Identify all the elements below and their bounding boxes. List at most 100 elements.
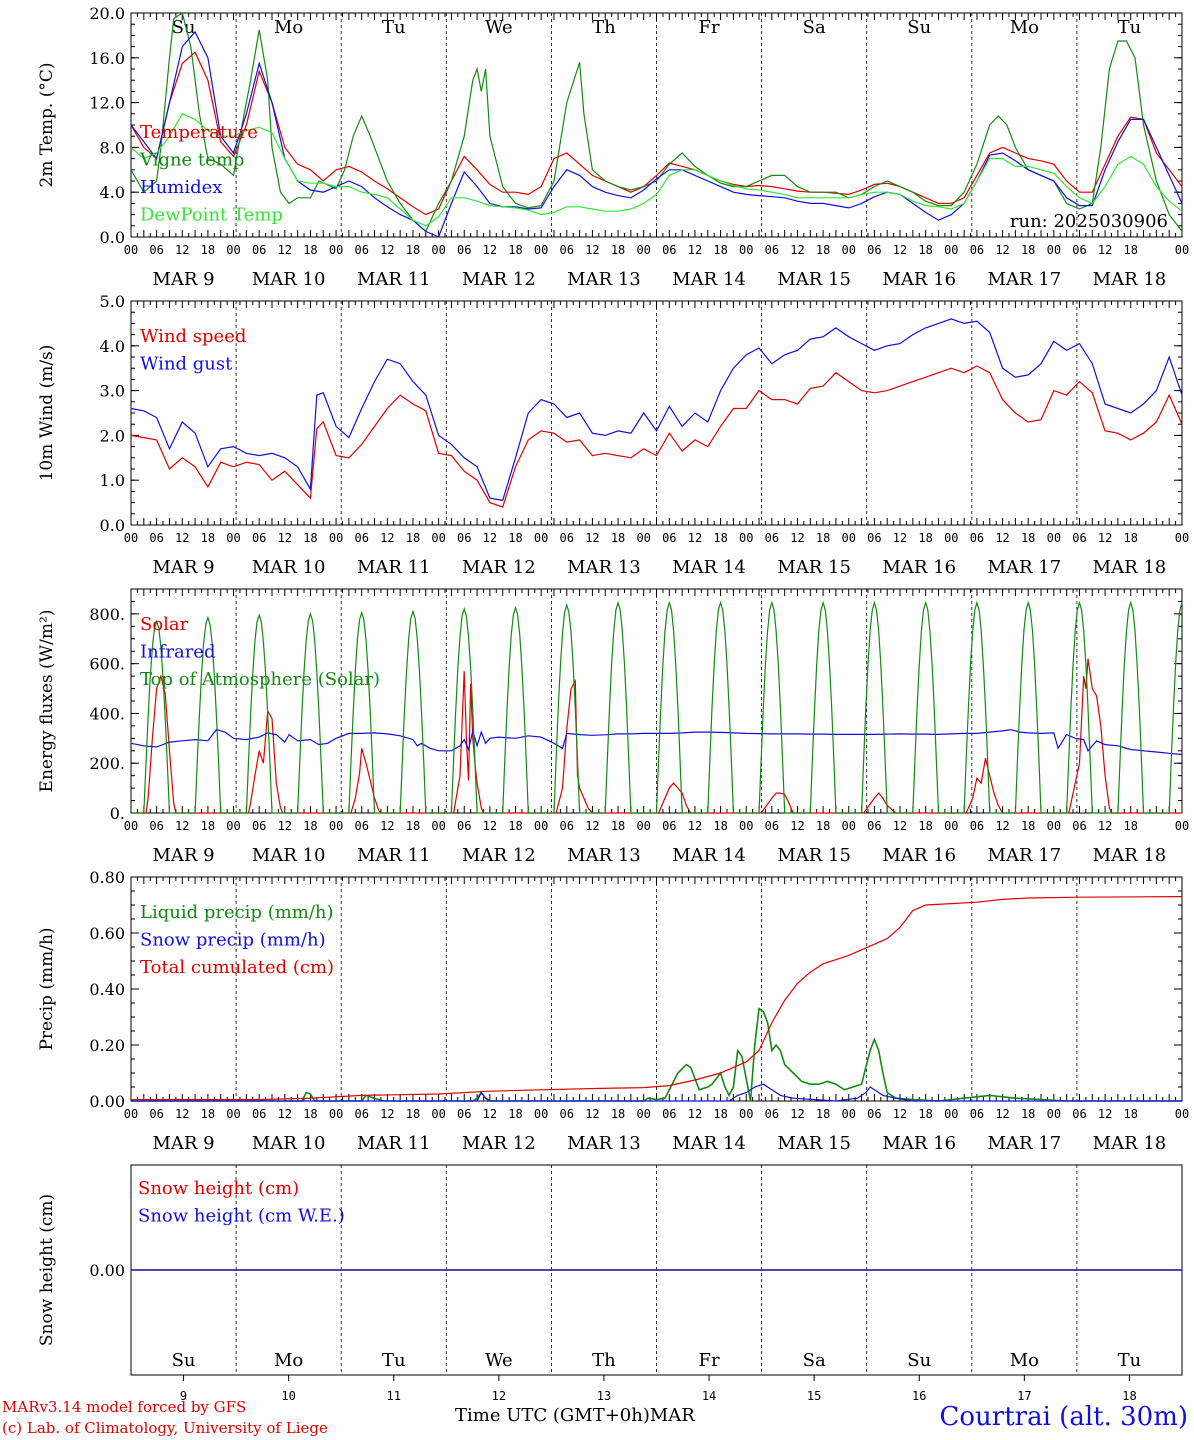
hour-tick-label: 00 bbox=[944, 1107, 958, 1121]
date-label: MAR 18 bbox=[1093, 269, 1167, 290]
day-number-label: 18 bbox=[1122, 1389, 1136, 1403]
date-label: MAR 13 bbox=[567, 1133, 641, 1154]
y-tick-label: 0.80 bbox=[89, 868, 125, 887]
hour-tick-label: 18 bbox=[1021, 531, 1035, 545]
hour-tick-label: 18 bbox=[508, 819, 522, 833]
date-label: MAR 13 bbox=[567, 845, 641, 866]
hour-tick-label: 18 bbox=[303, 819, 317, 833]
hour-tick-label: 12 bbox=[688, 1107, 702, 1121]
hour-tick-label: 06 bbox=[457, 819, 471, 833]
hour-tick-label: 06 bbox=[765, 819, 779, 833]
hour-tick-label: 06 bbox=[765, 1107, 779, 1121]
legend-entry: Temperature bbox=[140, 122, 258, 143]
hour-tick-label: 06 bbox=[252, 243, 266, 257]
hour-tick-label: 06 bbox=[252, 819, 266, 833]
hour-tick-label: 00 bbox=[636, 1107, 650, 1121]
hour-tick-label: 12 bbox=[483, 1107, 497, 1121]
hour-tick-label: 18 bbox=[1021, 243, 1035, 257]
hour-tick-label: 12 bbox=[1098, 243, 1112, 257]
hour-tick-label: 06 bbox=[149, 243, 163, 257]
series-line-snow-precip-mm-h bbox=[131, 1083, 1182, 1102]
hour-tick-label: 06 bbox=[970, 243, 984, 257]
hour-tick-label: 12 bbox=[893, 531, 907, 545]
hour-tick-label: 00 bbox=[226, 819, 240, 833]
hour-tick-label: 06 bbox=[867, 1107, 881, 1121]
hour-tick-label: 06 bbox=[765, 531, 779, 545]
hour-tick-label: 00 bbox=[124, 243, 138, 257]
hour-tick-label: 12 bbox=[688, 531, 702, 545]
weekday-label: Th bbox=[592, 17, 616, 38]
series-line-total-cumulated-cm bbox=[131, 896, 1183, 1101]
hour-tick-label: 18 bbox=[406, 243, 420, 257]
hour-tick-label: 18 bbox=[201, 243, 215, 257]
date-label: MAR 15 bbox=[777, 557, 851, 578]
date-label: MAR 11 bbox=[357, 269, 431, 290]
y-tick-label: 1.0 bbox=[100, 471, 125, 490]
legend-entry: Top of Atmosphere (Solar) bbox=[140, 669, 380, 690]
hour-tick-label: 00 bbox=[431, 243, 445, 257]
hour-tick-label: 12 bbox=[585, 1107, 599, 1121]
y-tick-label: 3.0 bbox=[100, 382, 125, 401]
legend-entry: Humidex bbox=[140, 177, 222, 198]
hour-tick-label: 12 bbox=[278, 243, 292, 257]
hour-tick-label: 06 bbox=[1072, 243, 1086, 257]
day-number-label: 14 bbox=[702, 1389, 716, 1403]
weekday-label: Fr bbox=[699, 1350, 720, 1371]
legend-entry: Solar bbox=[140, 614, 189, 635]
hour-tick-label: 06 bbox=[252, 531, 266, 545]
y-axis-label: Precip (mm/h) bbox=[37, 927, 57, 1050]
hour-tick-label: 12 bbox=[688, 243, 702, 257]
y-tick-label: 2.0 bbox=[100, 426, 125, 445]
location-label: Courtrai (alt. 30m) bbox=[939, 1402, 1189, 1432]
hour-tick-label: 12 bbox=[585, 819, 599, 833]
date-label: MAR 9 bbox=[152, 845, 214, 866]
hour-tick-label: 12 bbox=[790, 531, 804, 545]
hour-tick-label: 18 bbox=[1124, 531, 1138, 545]
date-label: MAR 14 bbox=[672, 269, 746, 290]
y-tick-label: 0.0 bbox=[100, 516, 125, 535]
model-credit: MARv3.14 model forced by GFS bbox=[2, 1398, 247, 1416]
date-label: MAR 11 bbox=[357, 845, 431, 866]
hour-tick-label: 00 bbox=[1175, 819, 1189, 833]
date-label: MAR 12 bbox=[462, 557, 536, 578]
hour-tick-label: 06 bbox=[867, 243, 881, 257]
hour-tick-label: 00 bbox=[739, 1107, 753, 1121]
hour-tick-label: 06 bbox=[662, 1107, 676, 1121]
y-axis-label: Energy fluxes (W/m²) bbox=[37, 610, 57, 793]
y-axis-label: 10m Wind (m/s) bbox=[37, 345, 57, 482]
date-label: MAR 9 bbox=[152, 269, 214, 290]
hour-tick-label: 00 bbox=[226, 243, 240, 257]
hour-tick-label: 06 bbox=[457, 243, 471, 257]
hour-tick-label: 18 bbox=[406, 531, 420, 545]
weekday-label: Su bbox=[172, 1350, 196, 1371]
lab-credit: (c) Lab. of Climatology, University of L… bbox=[2, 1419, 328, 1437]
hour-tick-label: 00 bbox=[842, 819, 856, 833]
hour-tick-label: 00 bbox=[739, 819, 753, 833]
hour-tick-label: 00 bbox=[124, 531, 138, 545]
y-tick-label: 0.0 bbox=[100, 228, 125, 247]
hour-tick-label: 18 bbox=[303, 243, 317, 257]
hour-tick-label: 06 bbox=[765, 243, 779, 257]
y-tick-label: 4.0 bbox=[100, 183, 125, 202]
day-number-label: 16 bbox=[912, 1389, 926, 1403]
hour-tick-label: 12 bbox=[790, 819, 804, 833]
hour-tick-label: 12 bbox=[175, 1107, 189, 1121]
date-label: MAR 16 bbox=[882, 845, 956, 866]
day-number-label: 15 bbox=[807, 1389, 821, 1403]
hour-tick-label: 00 bbox=[739, 243, 753, 257]
hour-tick-label: 06 bbox=[354, 1107, 368, 1121]
hour-tick-label: 12 bbox=[380, 819, 394, 833]
hour-tick-label: 06 bbox=[149, 1107, 163, 1121]
y-tick-label: 0. bbox=[110, 804, 125, 823]
hour-tick-label: 12 bbox=[995, 1107, 1009, 1121]
date-label: MAR 17 bbox=[988, 557, 1062, 578]
series-line-infrared bbox=[130, 728, 1183, 756]
y-tick-label: 12.0 bbox=[89, 94, 125, 113]
hour-tick-label: 06 bbox=[662, 531, 676, 545]
hour-tick-label: 00 bbox=[1047, 1107, 1061, 1121]
hour-tick-label: 18 bbox=[1124, 243, 1138, 257]
hour-tick-label: 18 bbox=[406, 1107, 420, 1121]
hour-tick-label: 12 bbox=[278, 531, 292, 545]
